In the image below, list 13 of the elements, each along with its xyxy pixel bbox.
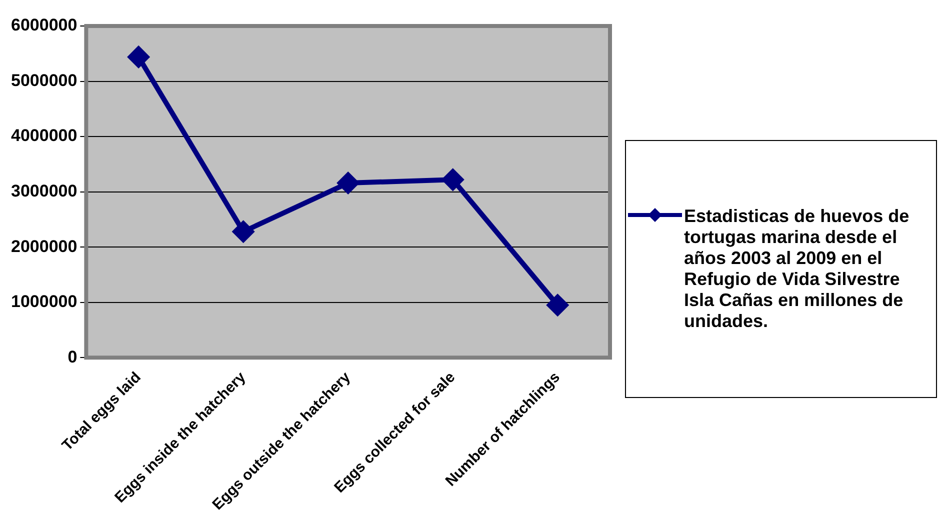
point [442,169,464,190]
point [128,46,150,68]
y-tick-label: 3000000 [10,182,78,201]
y-tick-label: 6000000 [10,16,78,35]
point [232,221,254,242]
legend-label: Estadisticas de huevos de tortugas marina desde el años 2003 al 2009 en el Refugio de Vida Silvestre Isla Cañas en millones de unidades. [684,206,910,332]
y-tick-label: 4000000 [10,126,78,146]
point [547,294,568,316]
y-tick-label: 1000000 [10,292,78,312]
y-tick-label: 5000000 [10,70,78,90]
y-tick-label: 0 [68,347,78,366]
y-tick-label: 2000000 [10,236,78,256]
point [338,172,359,194]
